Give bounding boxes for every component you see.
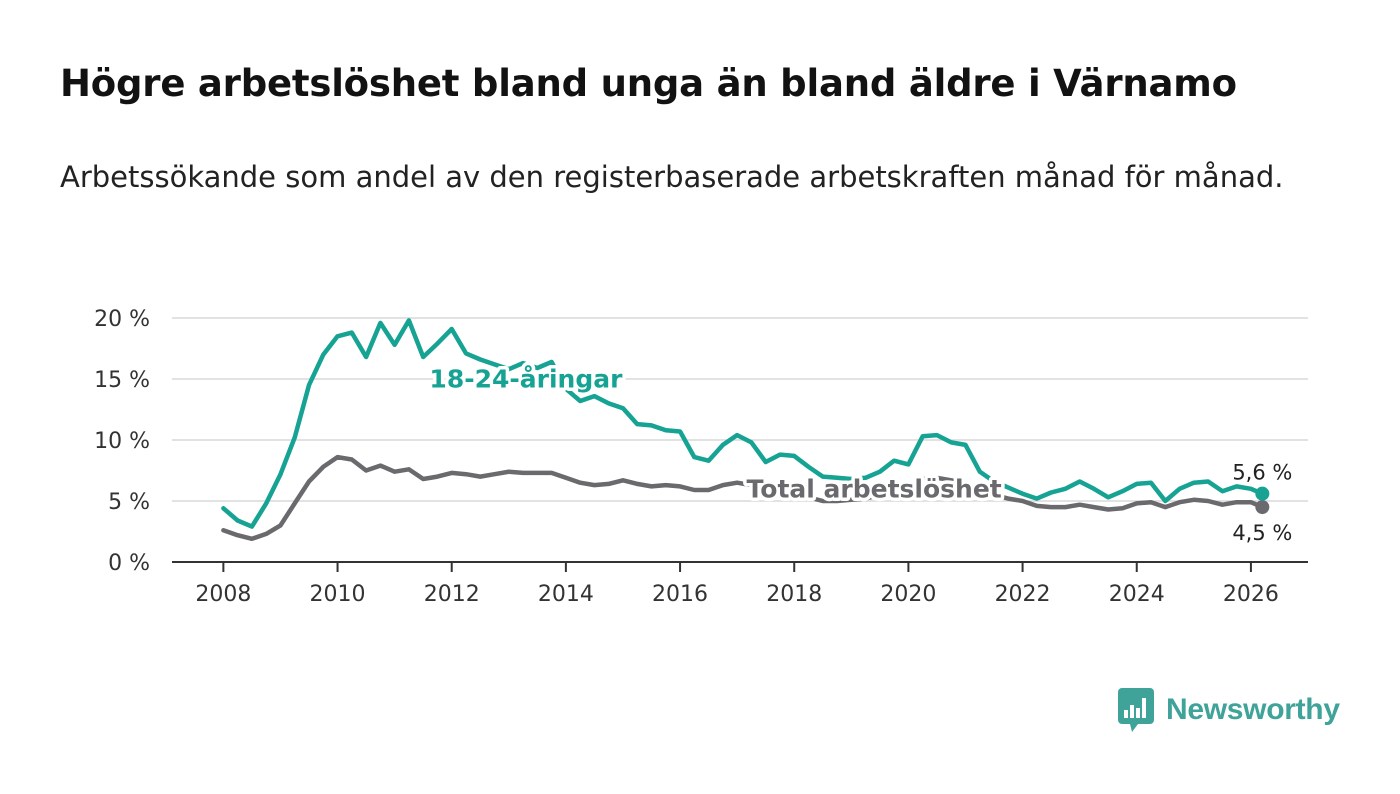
series-line	[221, 318, 1265, 529]
x-tick-label: 2018	[766, 582, 822, 607]
x-tick-label: 2014	[538, 582, 594, 607]
series-labels: 18-24-åringar Total arbetslöshet 5,6 % 4,5 …	[426, 361, 1295, 548]
x-tick-label: 2016	[652, 582, 708, 607]
series-lines	[221, 318, 1270, 542]
x-tick-label: 2012	[424, 582, 480, 607]
x-tick-label: 2008	[195, 582, 251, 607]
series-line	[221, 454, 1265, 542]
newsworthy-logo-icon	[1118, 688, 1154, 732]
x-tick-label: 2020	[880, 582, 936, 607]
series-end-point	[1255, 486, 1270, 501]
brand[interactable]: Newsworthy	[1118, 688, 1340, 732]
y-axis-labels: 0 % 5 % 10 % 15 % 20 %	[94, 307, 150, 576]
series-end-point	[1255, 500, 1270, 515]
y-tick-label: 10 %	[94, 429, 150, 454]
x-tick-label: 2022	[995, 582, 1051, 607]
y-tick-label: 0 %	[108, 551, 150, 576]
series-label: 18-24-åringar	[429, 365, 623, 394]
page-title: Högre arbetslöshet bland unga än bland ä…	[60, 62, 1237, 105]
y-tick-label: 15 %	[94, 368, 150, 393]
x-tick-label: 2010	[310, 582, 366, 607]
x-tick-label: 2024	[1109, 582, 1165, 607]
x-tick-label: 2026	[1223, 582, 1279, 607]
grid-lines	[172, 317, 1308, 502]
brand-name: Newsworthy	[1166, 693, 1340, 726]
y-tick-label: 20 %	[94, 307, 150, 332]
end-value-label: 4,5 %	[1232, 521, 1292, 545]
chart-subtitle: Arbetssökande som andel av den registerb…	[60, 160, 1284, 194]
end-value-label: 5,6 %	[1232, 461, 1292, 485]
x-axis: 2008 2010 2012 2014 2016 2018 2020 2022 2024 2026	[172, 561, 1308, 607]
series-label: Total arbetslöshet	[747, 474, 1002, 503]
y-tick-label: 5 %	[108, 490, 150, 515]
